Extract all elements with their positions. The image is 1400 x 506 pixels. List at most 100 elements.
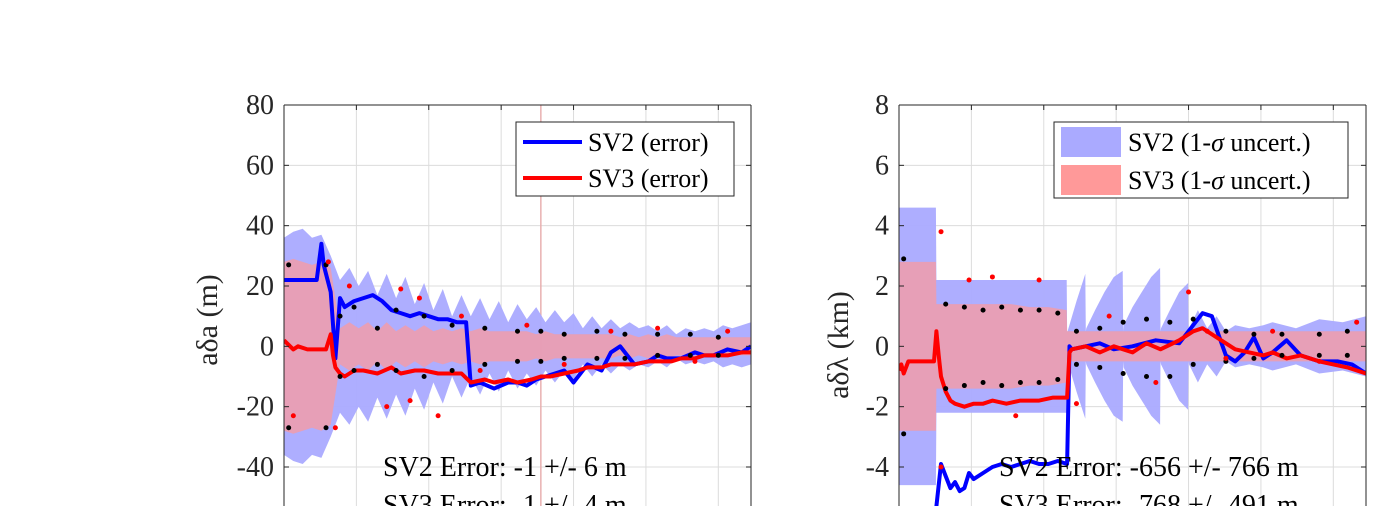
measurement-marker <box>1344 352 1350 358</box>
measurement-marker <box>594 355 600 361</box>
measurement-marker <box>999 383 1005 389</box>
measurement-marker-red <box>938 464 944 470</box>
sv3-error-line <box>899 326 1366 409</box>
measurement-marker-red <box>1223 355 1229 361</box>
measurement-marker <box>1316 352 1322 358</box>
measurement-marker-red <box>561 361 567 367</box>
measurement-marker <box>1055 377 1061 383</box>
measurement-marker <box>594 328 600 334</box>
y-tick-label: -20 <box>237 392 274 423</box>
measurement-marker <box>393 307 399 313</box>
measurement-marker <box>286 425 292 431</box>
y-tick-label: 8 <box>875 90 889 121</box>
measurement-marker <box>351 304 357 310</box>
y-tick-label: -4 <box>866 452 889 483</box>
measurement-marker <box>538 328 544 334</box>
measurement-marker <box>1223 328 1229 334</box>
measurement-marker-red <box>938 229 944 235</box>
measurement-marker <box>1120 319 1126 325</box>
legend-label-sv2-sigma: σ <box>1211 128 1225 157</box>
measurement-marker-red <box>1186 289 1192 295</box>
measurement-marker <box>351 367 357 373</box>
measurement-marker <box>1017 307 1023 313</box>
measurement-marker-red <box>398 286 404 292</box>
plot-mean-longitude: 8 6 4 2 0 -2 -4 aδλ (km) SV2 (1-σ uncert.) SV3… <box>822 90 1367 506</box>
measurement-marker <box>482 361 488 367</box>
y-tick-label: 0 <box>260 331 274 362</box>
annotation-sv2-error-left: SV2 Error: -1 +/- 6 m <box>383 452 627 483</box>
measurement-marker-red <box>1106 313 1112 319</box>
annotation-sv2-error-right: SV2 Error: -656 +/- 766 m <box>999 452 1299 483</box>
measurement-marker-red <box>524 322 530 328</box>
measurement-marker <box>449 367 455 373</box>
measurement-marker <box>961 383 967 389</box>
measurement-marker-red <box>477 367 483 373</box>
legend-label-sv3-sigma: σ <box>1211 166 1225 195</box>
measurement-marker <box>901 431 907 437</box>
legend-label-sv3-error: SV3 (error) <box>588 164 709 193</box>
legend-swatch-sv2-uncert <box>1061 127 1121 157</box>
measurement-marker-red <box>290 413 296 419</box>
measurement-marker-red <box>416 295 422 301</box>
measurement-marker-red <box>332 425 338 431</box>
measurement-marker <box>961 304 967 310</box>
legend-label-sv2-uncert-suffix: uncert.) <box>1224 128 1311 157</box>
y-tick-label: 0 <box>875 331 889 362</box>
measurement-marker <box>655 352 661 358</box>
measurement-marker <box>1017 380 1023 386</box>
sv3-error-line <box>284 332 751 385</box>
measurement-marker <box>1073 328 1079 334</box>
sv2-error-line <box>284 241 751 391</box>
measurement-marker <box>980 380 986 386</box>
measurement-marker <box>715 352 721 358</box>
measurement-marker <box>655 331 661 337</box>
measurement-marker-red <box>407 398 413 404</box>
measurement-marker <box>1036 307 1042 313</box>
measurement-marker-red <box>966 277 972 283</box>
measurement-marker-red <box>1013 413 1019 419</box>
y-tick-label: 4 <box>875 211 889 242</box>
y-tick-label: 2 <box>875 271 889 302</box>
measurement-marker-red <box>346 283 352 289</box>
measurement-marker <box>1344 328 1350 334</box>
measurement-marker <box>622 331 628 337</box>
markers-right <box>901 229 1360 470</box>
y-tick-label: -2 <box>866 392 889 423</box>
measurement-marker <box>1251 355 1257 361</box>
measurement-marker <box>561 331 567 337</box>
measurement-marker-red <box>1316 358 1322 364</box>
measurement-marker <box>687 352 693 358</box>
measurement-marker <box>1190 316 1196 322</box>
measurement-marker <box>1279 352 1285 358</box>
legend-left: SV2 (error) SV3 (error) <box>515 121 735 197</box>
measurement-marker <box>1144 316 1150 322</box>
measurement-marker <box>515 358 520 364</box>
measurement-marker <box>943 301 949 307</box>
measurement-marker <box>538 358 544 364</box>
axes-left: 80 60 40 20 0 -20 -40 <box>237 90 752 506</box>
error-lines-right <box>899 311 1366 506</box>
measurement-marker <box>1316 331 1322 337</box>
measurement-marker <box>1120 370 1126 376</box>
measurement-marker-red <box>458 313 464 319</box>
measurement-marker <box>515 328 520 334</box>
legend-swatch-sv3-uncert <box>1061 165 1121 195</box>
legend-label-sv3-uncert-suffix: uncert.) <box>1224 166 1311 195</box>
measurement-marker <box>561 355 567 361</box>
measurement-marker <box>980 307 986 313</box>
markers-left <box>286 259 731 431</box>
measurement-marker <box>482 325 488 331</box>
measurement-marker-red <box>435 413 441 419</box>
measurement-marker-red <box>692 358 698 364</box>
measurement-marker <box>374 361 380 367</box>
legend-label-sv3-uncert-prefix: SV3 (1- <box>1128 166 1211 195</box>
measurement-marker <box>901 256 907 262</box>
measurement-marker <box>1279 331 1285 337</box>
measurement-marker-red <box>1036 277 1042 283</box>
measurement-marker <box>323 425 329 431</box>
measurement-marker-red <box>608 328 614 334</box>
measurement-marker-red <box>989 274 995 280</box>
measurement-marker <box>286 262 292 268</box>
measurement-marker-red <box>1354 319 1360 325</box>
legend-label-sv3-uncert: SV3 (1-σ uncert.) <box>1128 166 1311 195</box>
